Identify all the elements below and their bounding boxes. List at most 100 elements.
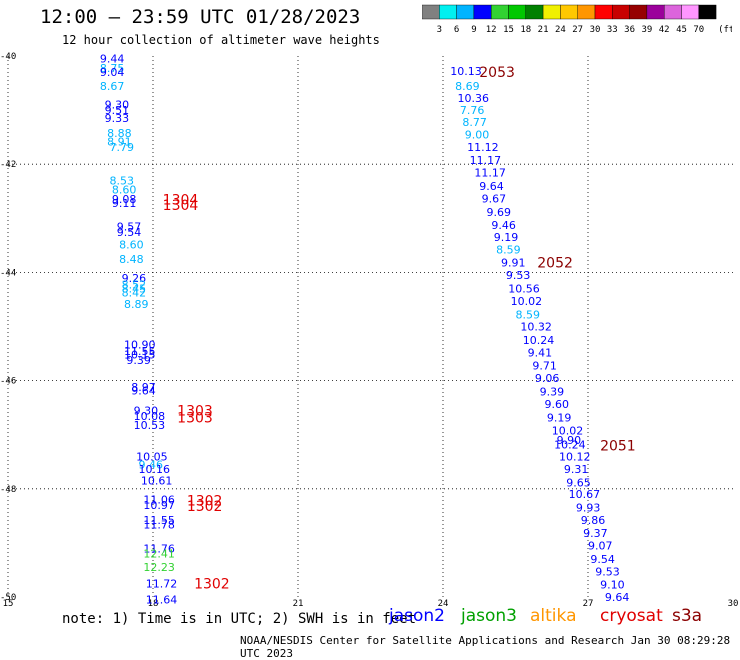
x-tick-label: 30 [728,599,739,606]
wave-height-value: 10.36 [458,92,490,105]
color-scale-label: 42 [659,25,670,35]
wave-height-value: 10.05 [136,450,168,463]
wave-height-value: 10.12 [559,450,591,463]
wave-height-value: 9.71 [532,359,557,372]
wave-height-plot: 15 18 21 24 27 30-40-42-44-46-48-509.448.759.… [0,52,739,606]
wave-height-value: 10.08 [134,410,166,423]
satellite-legend-altika: altika [530,606,577,626]
footer-note: note: 1) Time is in UTC; 2) SWH is in fe… [62,611,417,627]
wave-height-value: 8.52 [122,278,147,291]
wave-height-value: 9.86 [581,514,606,527]
wave-height-value: 8.59 [496,244,520,257]
wave-height-value: 11.55 [124,345,156,358]
color-scale-label: 36 [624,25,635,35]
wave-height-value: 11.17 [474,166,506,179]
x-tick-label: 15 [3,599,14,606]
pass-number-label: 1304 [163,198,199,214]
wave-height-value: 9.37 [583,527,608,540]
wave-height-value: 8.59 [516,309,541,322]
wave-height-value: 9.57 [117,220,142,233]
color-scale-label: 70 [693,25,704,35]
wave-height-value: 10.24 [523,334,555,347]
wave-height-value: 9.44 [100,53,125,66]
wave-height-value: 9.39 [540,385,565,398]
x-tick-label: 27 [583,599,594,606]
wave-height-value: 8.89 [124,298,149,311]
wave-height-value: 9.65 [566,476,591,489]
satellite-legend-cryosat: cryosat [600,606,663,626]
satellite-legend-jason3: jason3 [461,606,517,626]
wave-height-value: 8.45 [122,283,147,296]
wave-height-value: 9.00 [465,128,490,141]
wave-height-value: 11.06 [143,494,175,507]
wave-height-value: 10.53 [134,419,166,432]
wave-height-value: 9.04 [100,66,125,79]
pass-number-label: 2051 [600,439,636,455]
wave-height-value: 8.91 [107,135,132,148]
wave-height-value: 10.15 [124,349,156,362]
wave-height-value: 8.69 [455,80,480,93]
wave-height-value: 9.91 [501,257,526,270]
chart-title: 12:00 – 23:59 UTC 01/28/2023 [40,6,361,28]
wave-height-value: 12.23 [143,561,175,574]
wave-height-value: 11.64 [146,594,178,606]
y-tick-label: -48 [0,485,16,495]
wave-height-value: 8.97 [131,381,156,394]
wave-height-value: 10.32 [520,321,552,334]
x-tick-label: 18 [148,599,159,606]
wave-height-value: 8.48 [119,253,143,266]
wave-height-value: 11.72 [146,577,178,590]
wave-height-value: 11.76 [143,542,175,555]
color-scale-label: 45 [676,25,687,35]
pass-number-label: 1302 [187,499,223,515]
x-tick-label: 21 [293,599,304,606]
wave-height-value: 9.51 [105,104,129,117]
wave-height-value: 10.56 [508,283,540,296]
pass-number-label: 1303 [177,410,213,426]
pass-number-label: 1304 [163,192,199,208]
wave-height-value: 9.26 [122,272,147,285]
wave-height-value: 9.19 [547,411,572,424]
color-scale-swatch [698,4,717,20]
color-scale-label: 33 [607,25,618,35]
wave-height-value: 11.78 [143,519,175,532]
wave-height-value: 8.77 [462,116,487,129]
color-scale-label: 18 [520,25,531,35]
wave-height-value: 9.64 [605,591,630,604]
wave-height-value: 8.75 [100,62,125,75]
wave-height-value: 8.60 [119,238,143,251]
color-scale-label: 15 [503,25,514,35]
wave-height-value: 9.33 [105,112,129,125]
wave-height-value: 9.46 [139,458,164,471]
wave-height-value: 9.46 [491,219,516,232]
wave-height-value: 10.13 [450,65,482,78]
wave-height-value: 9.60 [545,398,570,411]
wave-height-value: 9.53 [506,269,531,282]
pass-number-label: 1302 [187,494,223,510]
y-tick-label: -44 [0,268,16,278]
wave-height-value: 9.69 [487,206,512,219]
wave-height-value: 10.61 [141,475,173,488]
wave-height-value: 7.76 [460,104,485,117]
wave-height-value: 9.41 [528,346,553,359]
wave-height-value: 9.93 [576,502,601,515]
color-scale-label: 6 [454,25,459,35]
color-scale-label: 3 [437,25,442,35]
wave-height-value: 9.64 [131,384,156,397]
wave-height-value: 9.90 [557,434,582,447]
chart-subtitle: 12 hour collection of altimeter wave hei… [62,33,380,47]
wave-height-value: 9.30 [105,99,129,112]
wave-height-value: 7.79 [110,141,135,154]
color-scale-label: 27 [572,25,583,35]
y-tick-label: -42 [0,160,16,170]
color-scale-label: 21 [538,25,549,35]
y-tick-label: -46 [0,377,16,387]
satellite-legend-s3a: s3a [672,606,703,626]
wave-height-value: 10.97 [143,499,175,512]
wave-height-value: 9.31 [564,463,589,476]
wave-height-value: 10.02 [511,295,542,308]
pass-number-label: 2052 [537,256,573,272]
wave-height-value: 9.06 [535,372,560,385]
wave-height-value: 11.17 [470,154,502,167]
